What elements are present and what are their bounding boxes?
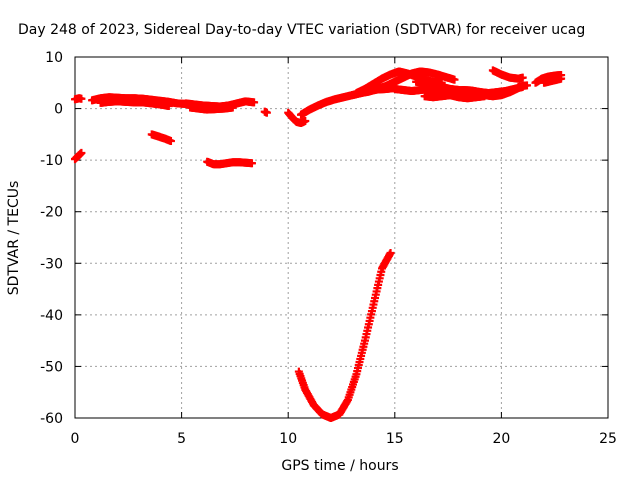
data-segment: [294, 248, 395, 422]
x-tick-label: 10: [279, 431, 297, 447]
data-point: [386, 248, 395, 257]
data-segment: [71, 148, 86, 164]
data-point: [166, 137, 175, 146]
data-segment: [260, 107, 271, 117]
x-tick-label: 25: [599, 431, 617, 447]
y-tick-label: 0: [54, 102, 63, 118]
data-point: [228, 103, 237, 112]
y-axis-title: SDTVAR / TECUs: [6, 181, 22, 296]
y-tick-label: -50: [40, 359, 63, 375]
data-point: [262, 108, 271, 117]
x-tick-label: 15: [386, 431, 404, 447]
plot-frame: [74, 56, 609, 419]
data-point: [164, 101, 173, 110]
data-segment: [203, 157, 256, 169]
data-point: [522, 81, 531, 90]
gridlines: [75, 57, 608, 418]
x-tick-label: 0: [71, 431, 80, 447]
data-point: [77, 94, 86, 103]
data-point: [518, 73, 527, 82]
data-segment: [420, 91, 489, 103]
ticks: 0 5 10 15 20 25 10 0 -10 -20 -30 -40 -50 -60: [40, 50, 617, 447]
data-segment: [284, 108, 310, 128]
data-series: [71, 66, 566, 422]
chart-title: Day 248 of 2023, Sidereal Day-to-day VTE…: [18, 22, 585, 38]
data-point: [250, 98, 259, 107]
data-segment: [96, 97, 173, 110]
data-point: [77, 148, 86, 157]
data-point: [480, 92, 489, 101]
y-tick-label: -30: [40, 256, 63, 272]
data-segment: [514, 81, 531, 91]
y-tick-label: -60: [40, 411, 63, 427]
y-tick-label: -10: [40, 153, 63, 169]
y-tick-label: 10: [45, 50, 63, 66]
x-axis-title: GPS time / hours: [281, 458, 398, 474]
x-tick-label: 5: [177, 431, 186, 447]
x-tick-label: 20: [492, 431, 510, 447]
data-segment: [540, 74, 566, 87]
data-segment: [186, 103, 237, 114]
y-tick-label: -40: [40, 308, 63, 324]
data-point: [301, 116, 310, 125]
data-segment: [488, 66, 527, 83]
data-point: [450, 75, 459, 84]
data-segment: [147, 130, 175, 146]
y-tick-label: -20: [40, 205, 63, 221]
data-segment: [71, 94, 86, 104]
data-point: [557, 74, 566, 83]
data-point: [247, 159, 256, 168]
